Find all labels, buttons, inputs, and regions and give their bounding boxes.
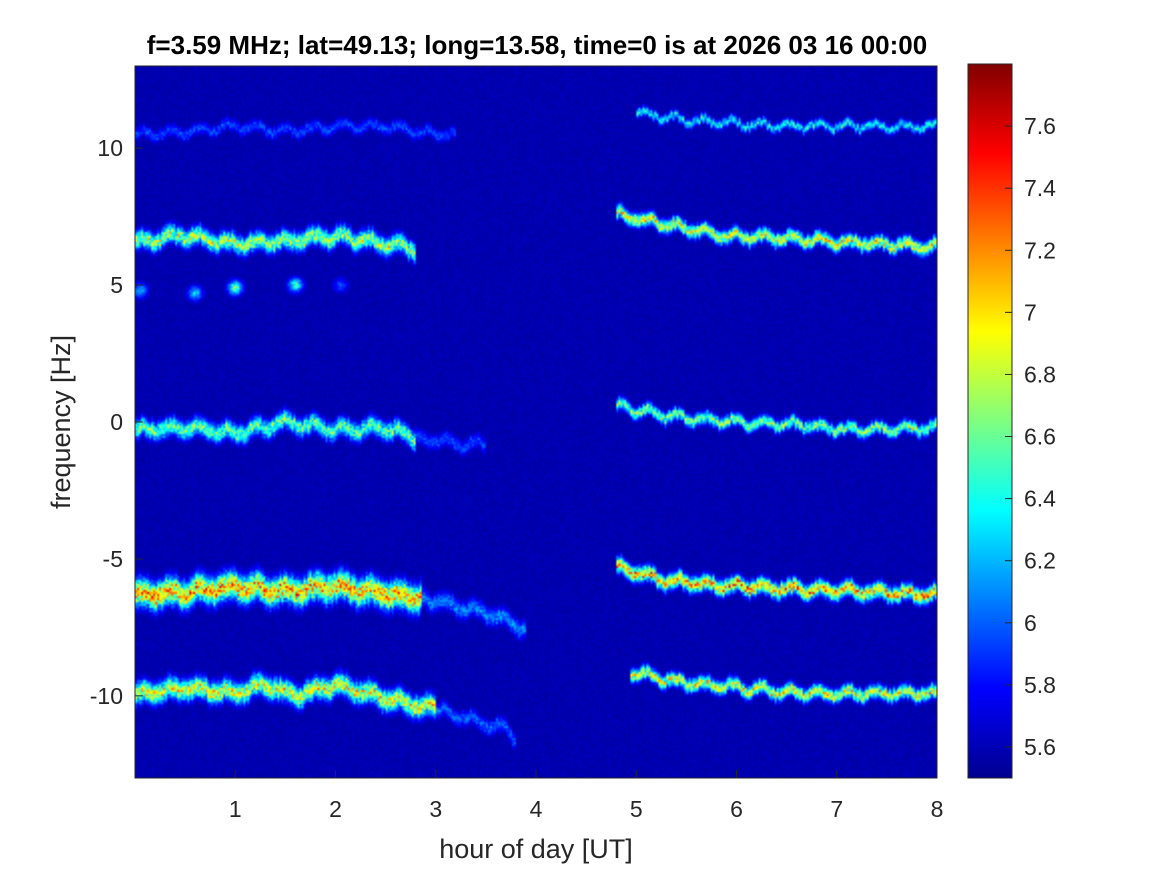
spectrogram-heatmap: [135, 66, 937, 778]
colorbar-tick-label: 6: [1024, 610, 1037, 636]
y-tick-label: 5: [110, 272, 123, 298]
y-tick-label: 10: [97, 135, 123, 161]
colorbar-tick-label: 6.4: [1024, 486, 1056, 512]
x-tick-label: 5: [630, 796, 643, 822]
x-tick-label: 1: [229, 796, 242, 822]
colorbar-tick-label: 6.6: [1024, 424, 1056, 450]
colorbar-tick-label: 6.2: [1024, 548, 1056, 574]
y-tick-label: -5: [103, 546, 123, 572]
y-tick-label: 0: [110, 409, 123, 435]
colorbar-tick-label: 6.8: [1024, 361, 1056, 387]
colorbar-ticks: 5.6 5.8 6 6.2 6.4 6.6 6.8 7 7.2 7.4 7.6: [1005, 113, 1056, 760]
colorbar: 5.6 5.8 6 6.2 6.4 6.6 6.8 7 7.2 7.4 7.6: [967, 63, 1056, 779]
colorbar-tick-label: 7.4: [1024, 175, 1056, 201]
y-tick-label: -10: [90, 683, 123, 709]
colorbar-tick-label: 7.6: [1024, 113, 1056, 139]
x-tick-label: 6: [730, 796, 743, 822]
x-tick-label: 4: [530, 796, 543, 822]
plot-area: [134, 65, 938, 779]
chart-title: f=3.59 MHz; lat=49.13; long=13.58, time=…: [147, 30, 927, 60]
x-tick-label: 7: [830, 796, 843, 822]
x-axis-label: hour of day [UT]: [439, 834, 633, 864]
x-axis: 1 2 3 4 5 6 7 8: [229, 770, 944, 822]
y-axis: -10 -5 0 5 10: [90, 135, 143, 709]
colorbar-tick-label: 5.8: [1024, 672, 1056, 698]
colorbar-tick-label: 7: [1024, 299, 1037, 325]
x-tick-label: 3: [429, 796, 442, 822]
colorbar-gradient: [967, 63, 1013, 779]
colorbar-tick-label: 5.6: [1024, 734, 1056, 760]
y-axis-label: frequency [Hz]: [46, 335, 76, 509]
x-tick-label: 2: [329, 796, 342, 822]
colorbar-tick-label: 7.2: [1024, 237, 1056, 263]
x-tick-label: 8: [931, 796, 944, 822]
